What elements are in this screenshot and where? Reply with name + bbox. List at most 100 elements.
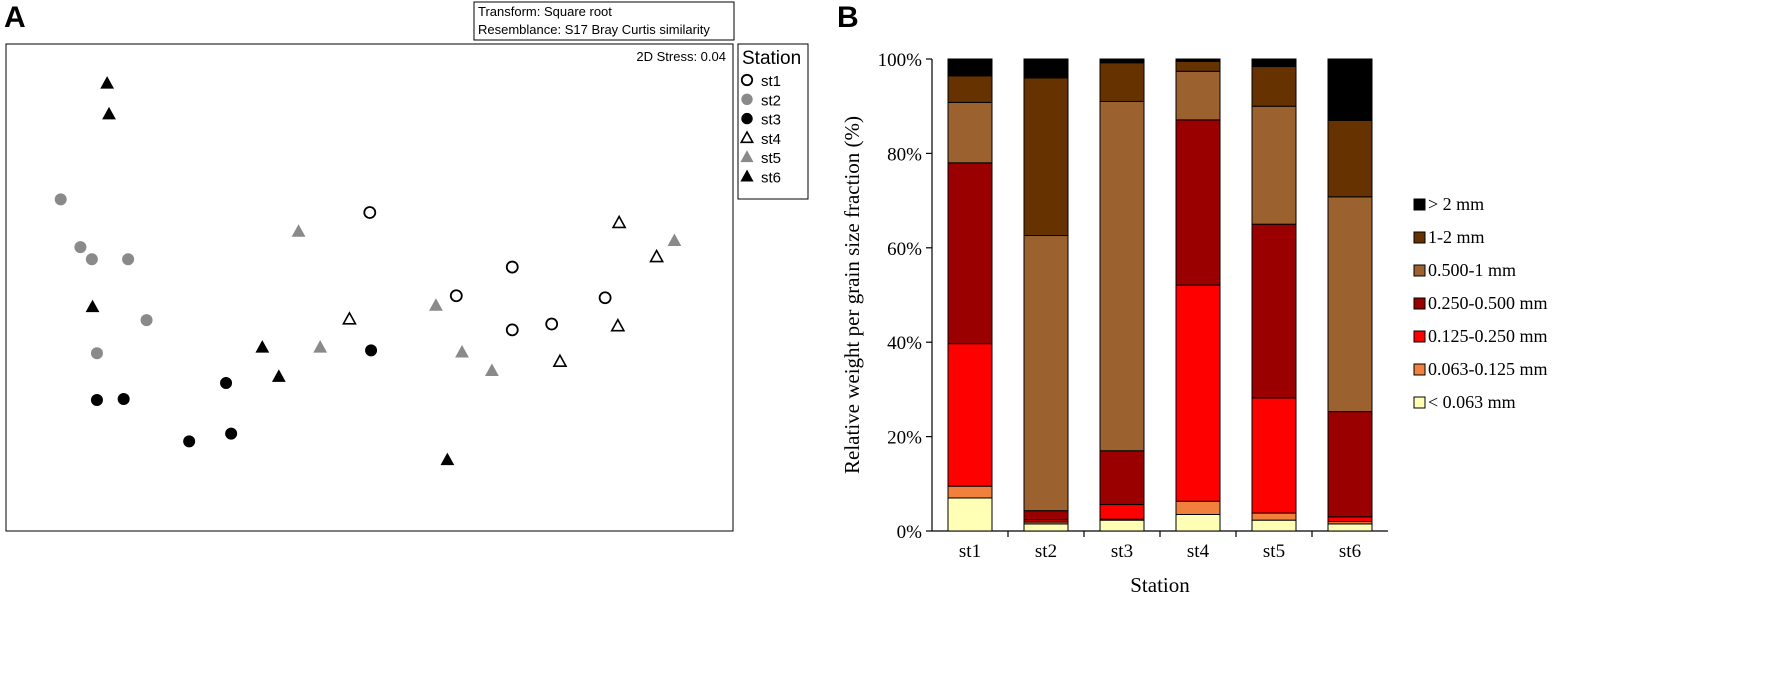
legend-entry-1: 1-2 mm <box>1428 227 1485 247</box>
panel-a-letter: A <box>4 1 26 34</box>
y-tick-label: 0% <box>897 522 923 543</box>
legend-swatch-5 <box>1413 363 1426 376</box>
legend-marker-st5 <box>740 150 754 163</box>
resemblance-label: Resemblance: S17 Bray Curtis similarity <box>478 22 710 37</box>
y-tick-label: 60% <box>887 239 922 260</box>
legend-label-st1: st1 <box>761 73 781 90</box>
legend-entry-3: 0.250-0.500 mm <box>1428 293 1548 313</box>
bar-st3-seg-3 <box>1099 450 1145 506</box>
x-tick-label-st5: st5 <box>1263 541 1285 562</box>
bar-st1-seg-4 <box>947 101 993 164</box>
bar-st6-seg-5 <box>1327 119 1373 198</box>
bar-st1-seg-0 <box>947 497 993 532</box>
bar-st4-seg-0 <box>1175 513 1221 532</box>
point-st3-13 <box>220 376 233 389</box>
bar-st5-seg-1 <box>1251 512 1297 521</box>
station-legend-title: Station <box>742 48 801 69</box>
point-st4-22 <box>552 353 568 368</box>
point-st1-3 <box>598 291 612 305</box>
y-tick-label: 40% <box>887 333 922 354</box>
legend-label-st6: st6 <box>761 170 781 187</box>
x-tick-label-st2: st2 <box>1035 541 1057 562</box>
legend-swatch-3 <box>1413 297 1426 310</box>
bar-st4-seg-5 <box>1175 60 1221 72</box>
point-st5-23 <box>667 233 682 246</box>
bar-st1-seg-1 <box>947 485 993 499</box>
bar-st5-seg-3 <box>1251 223 1297 399</box>
stacked-bars <box>947 58 1373 532</box>
point-st2-8 <box>85 253 98 266</box>
bar-st2-seg-5 <box>1023 77 1069 237</box>
bar-st4-seg-1 <box>1175 500 1221 515</box>
bar-st4-seg-3 <box>1175 119 1221 286</box>
legend-label-st4: st4 <box>761 131 781 148</box>
legend-entry-2: 0.500-1 mm <box>1428 260 1516 280</box>
bar-st3-seg-6 <box>1099 58 1145 64</box>
bar-st1-seg-3 <box>947 162 993 345</box>
transform-info-box <box>473 1 735 41</box>
bar-st4-seg-4 <box>1175 70 1221 121</box>
point-st4-21 <box>610 318 626 332</box>
legend-swatch-2 <box>1413 264 1426 277</box>
panel-a: A Transform: Square root Resemblance: S1… <box>4 1 809 532</box>
panel-b: B Relative weight per grain size fractio… <box>837 1 1548 597</box>
bar-st3-seg-4 <box>1099 100 1145 452</box>
bar-st6-seg-6 <box>1327 58 1373 121</box>
point-st4-18 <box>611 214 627 229</box>
bar-st2-seg-3 <box>1023 510 1069 521</box>
y-tick-label: 20% <box>887 428 922 449</box>
bar-st5-seg-5 <box>1251 66 1297 107</box>
bar-st5-seg-4 <box>1251 105 1297 225</box>
point-st3-17 <box>225 427 238 440</box>
bar-st4-seg-2 <box>1175 284 1221 502</box>
station-legend-entries: st1 st2 st3 st4 st5 st6 <box>739 73 781 187</box>
legend-entry-0: > 2 mm <box>1428 194 1484 214</box>
x-axis-title: Station <box>1130 573 1190 597</box>
x-tick-label-st6: st6 <box>1339 541 1361 562</box>
point-st5-28 <box>485 363 499 376</box>
y-axis-title: Relative weight per grain size fraction … <box>840 116 864 474</box>
point-st6-29 <box>100 76 115 89</box>
bar-st6-seg-4 <box>1327 196 1373 413</box>
legend-marker-st3 <box>741 112 753 125</box>
bar-st6-seg-3 <box>1327 411 1373 518</box>
x-axis-ticks: st1 st2 st3 st4 st5 st6 <box>959 531 1361 562</box>
point-st6-30 <box>102 106 116 120</box>
point-st3-14 <box>90 393 103 406</box>
legend-swatch-1 <box>1413 231 1426 244</box>
grain-size-legend: > 2 mm 1-2 mm 0.500-1 mm 0.250-0.500 mm 0.12… <box>1413 194 1548 412</box>
bar-st5-seg-0 <box>1251 519 1297 532</box>
bar-st6-seg-2 <box>1327 516 1373 523</box>
bar-st6-seg-0 <box>1327 523 1373 532</box>
bar-st2-seg-6 <box>1023 58 1069 79</box>
legend-entry-6: < 0.063 mm <box>1428 392 1516 412</box>
point-st5-25 <box>429 298 443 311</box>
point-st6-31 <box>85 299 100 313</box>
point-st2-10 <box>140 314 153 327</box>
point-st1-0 <box>363 206 377 219</box>
point-st6-32 <box>255 340 270 353</box>
point-st1-5 <box>545 317 559 331</box>
legend-label-st3: st3 <box>761 112 781 129</box>
point-st3-15 <box>117 393 130 406</box>
scatter-points <box>54 76 682 466</box>
legend-swatch-0 <box>1413 198 1426 211</box>
stress-label: 2D Stress: 0.04 <box>636 49 726 64</box>
bar-st1-seg-5 <box>947 75 993 103</box>
bar-st1-seg-2 <box>947 343 993 487</box>
x-tick-label-st1: st1 <box>959 541 981 562</box>
bar-st1-seg-6 <box>947 58 993 77</box>
y-tick-label: 80% <box>887 144 922 165</box>
point-st5-24 <box>291 224 306 237</box>
legend-marker-st2 <box>741 93 753 106</box>
y-tick-label: 100% <box>878 50 923 71</box>
bar-st5-seg-2 <box>1251 397 1297 514</box>
point-st2-11 <box>90 347 103 360</box>
point-st3-12 <box>365 344 378 357</box>
legend-marker-st4 <box>739 130 755 144</box>
bar-st2-seg-4 <box>1023 235 1069 512</box>
point-st5-26 <box>313 340 328 353</box>
point-st3-16 <box>183 435 196 448</box>
point-st1-2 <box>449 289 463 303</box>
point-st4-20 <box>342 311 357 325</box>
